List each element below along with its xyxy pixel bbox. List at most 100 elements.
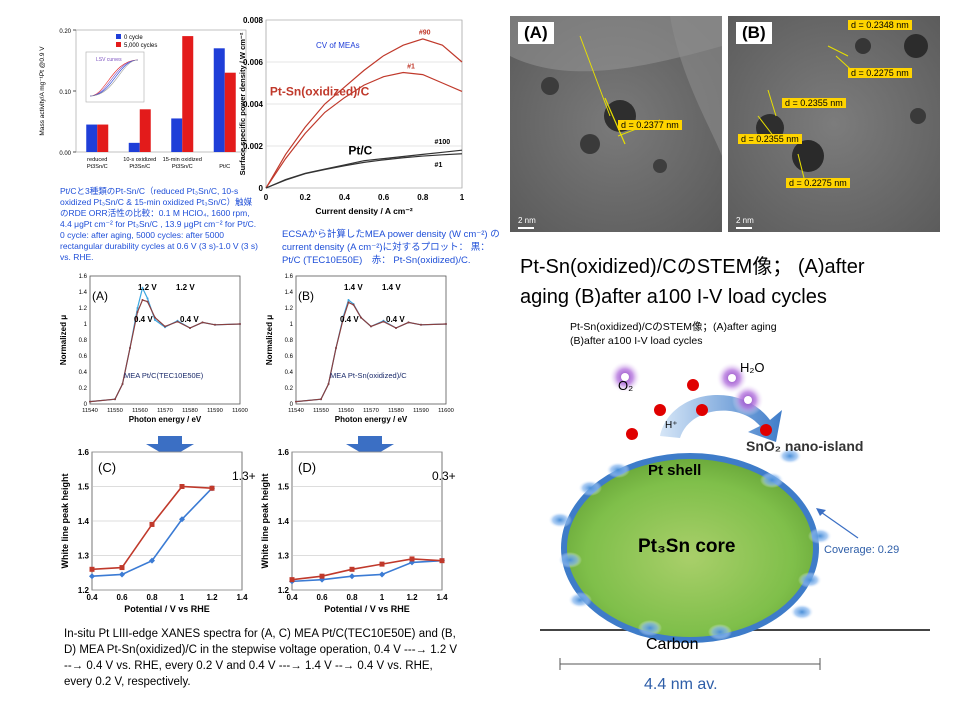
legend-swatch xyxy=(116,42,121,47)
bar-category-label: Pt3Sn/C xyxy=(172,164,193,170)
xanes-ytick-label: 1 xyxy=(84,322,88,328)
wl-point xyxy=(89,566,95,572)
tem-particle xyxy=(855,38,871,54)
tem-particle xyxy=(541,77,559,95)
power-legend-ptsn: Pt-Sn(oxidized)/C xyxy=(270,85,370,99)
bar-0cycle xyxy=(171,118,183,152)
bar-caption-second: 0 cycle: after aging, 5000 cycles: after… xyxy=(60,230,258,262)
flow-arrow-left xyxy=(146,436,194,458)
xanes-ytick-label: 0.4 xyxy=(285,370,294,376)
xanes-ytick-label: 1.6 xyxy=(79,274,88,280)
tem-b-spacing-2: d = 0.2275 nm xyxy=(848,68,912,78)
xanes-point xyxy=(347,299,350,301)
xanes-annotation: 1.4 V xyxy=(382,283,401,292)
h2o-label: H₂O xyxy=(740,360,765,375)
power-chart-panel: 0 0.002 0.004 0.006 0.008 0 0.2 0.4 0.6 0.8 1 Curre… xyxy=(236,8,476,228)
power-series-line xyxy=(265,71,463,189)
xanes-panel-label: (B) xyxy=(298,289,314,303)
xanes-ytick-label: 0 xyxy=(290,402,294,408)
xanes-point xyxy=(370,325,372,328)
xanes-ytick-label: 1.2 xyxy=(79,306,88,312)
power-series-tag: #90 xyxy=(419,30,431,37)
tem-b-spacing-3: d = 0.2355 nm xyxy=(782,98,846,108)
wl-point xyxy=(119,565,125,571)
xanes-ylabel: Normalized μ xyxy=(59,315,68,365)
legend-label: 0 cycle xyxy=(124,35,143,41)
sno2-islands xyxy=(548,448,832,640)
xanes-xtick-label: 11580 xyxy=(388,408,404,414)
bar-chart-panel: 0.00 0.10 0.20 Mass activity/A mg⁻¹Pt @0.9 … xyxy=(36,20,256,180)
wl-point xyxy=(149,557,155,564)
xanes-annotation: 1.2 V xyxy=(176,283,195,292)
xanes-point xyxy=(382,320,385,323)
xanes-ytick-label: 0.6 xyxy=(79,354,88,360)
lsv-curve xyxy=(89,59,139,97)
power-ytick-label: 0.008 xyxy=(243,16,264,25)
xanes-xlabel: Photon energy / eV xyxy=(335,415,408,424)
shell-label: Pt shell xyxy=(648,462,702,479)
tem-subtitle: Pt-Sn(oxidized)/CのSTEM像；(A)after aging (… xyxy=(570,321,777,347)
xanes-point xyxy=(214,323,216,326)
xanes-xtick-label: 11590 xyxy=(413,408,429,414)
xanes-xtick-label: 11540 xyxy=(82,408,98,414)
power-series-line xyxy=(265,153,463,189)
power-ytick-label: 0.006 xyxy=(243,58,264,67)
wl-xtick-label: 1 xyxy=(380,593,385,602)
xanes-ylabel: Normalized μ xyxy=(265,315,274,365)
power-ytick-label: 0.002 xyxy=(243,142,264,151)
xanes-panel-label: (A) xyxy=(92,289,108,303)
power-xtick-label: 0.4 xyxy=(339,193,351,202)
xanes-xtick-label: 11600 xyxy=(438,408,454,414)
bar-category-label: Pt/C xyxy=(219,164,230,170)
o2-label: O₂ xyxy=(618,378,634,393)
bar-5000cycles xyxy=(224,72,236,152)
bar-ylabel: Mass activity/A mg⁻¹Pt @0.9 V xyxy=(39,46,46,136)
bar-category-label: Pt3Sn/C xyxy=(87,164,108,170)
bar-category-label: 10-s oxidized xyxy=(123,157,156,163)
xanes-point xyxy=(295,400,297,403)
xanes-point xyxy=(320,398,322,401)
xanes-frame xyxy=(295,275,447,405)
flow-arrow-right xyxy=(346,436,394,458)
xanes-a-panel: 0 0.2 0.4 0.6 0.8 1 1.2 1.4 1.6 11540 11550 11560 11… xyxy=(56,268,256,438)
core-label: Pt₃Sn core xyxy=(638,536,736,557)
power-xlabel: Current density / A cm⁻² xyxy=(315,206,413,216)
wl-ytick-label: 1.6 xyxy=(278,448,290,457)
wl-point xyxy=(119,571,125,578)
wl-ytick-label: 1.5 xyxy=(78,483,90,492)
xanes-ytick-label: 0.8 xyxy=(79,338,88,344)
wl-point xyxy=(349,566,355,572)
xanes-legend: MEA Pt-Sn(oxidized)/C xyxy=(330,371,407,380)
xanes-point xyxy=(141,287,144,289)
wl-xtick-label: 0.8 xyxy=(346,593,358,602)
tem-label-b: (B) xyxy=(736,22,772,44)
power-series-tag: #100 xyxy=(435,139,451,146)
wl-series-line xyxy=(291,558,443,581)
power-ylabel: Surface specific power density / W cm⁻² xyxy=(238,32,247,175)
power-xtick-label: 0.8 xyxy=(417,193,429,202)
xanes-annotation: 1.2 V xyxy=(138,283,157,292)
wl-ytick-label: 1.2 xyxy=(278,586,290,595)
power-series-tag: #1 xyxy=(407,63,415,70)
tem-a-spacing: d = 0.2377 nm xyxy=(618,120,682,130)
carbon-label: Carbon xyxy=(646,636,699,653)
wl-point xyxy=(179,484,185,489)
nanoparticle-diagram: O₂ H₂O H⁺ SnO₂ nano-island Pt shell Pt₃S… xyxy=(520,350,950,710)
xanes-b-panel: 0 0.2 0.4 0.6 0.8 1 1.2 1.4 1.6 11540 11550 11560 11… xyxy=(262,268,462,438)
xanes-xtick-label: 11580 xyxy=(182,408,198,414)
bottom-caption: In-situ Pt LIII-edge XANES spectra for (… xyxy=(64,628,458,688)
xanes-ytick-label: 1.2 xyxy=(285,306,294,312)
xanes-ytick-label: 0.8 xyxy=(285,338,294,344)
tem-label-a: (A) xyxy=(518,22,554,44)
wl-ytick-label: 1.4 xyxy=(78,517,90,526)
wl-point xyxy=(439,558,445,564)
xanes-point xyxy=(89,400,91,403)
power-series-tag: #1 xyxy=(435,162,443,169)
xanes-xtick-label: 11570 xyxy=(363,408,379,414)
wl-panel-label: (C) xyxy=(98,460,116,475)
xanes-xlabel: Photon energy / eV xyxy=(129,415,202,424)
xanes-point xyxy=(146,300,149,303)
wl-xtick-label: 1 xyxy=(180,593,185,602)
bar-0cycle xyxy=(86,124,98,152)
tem-particle xyxy=(910,108,926,124)
